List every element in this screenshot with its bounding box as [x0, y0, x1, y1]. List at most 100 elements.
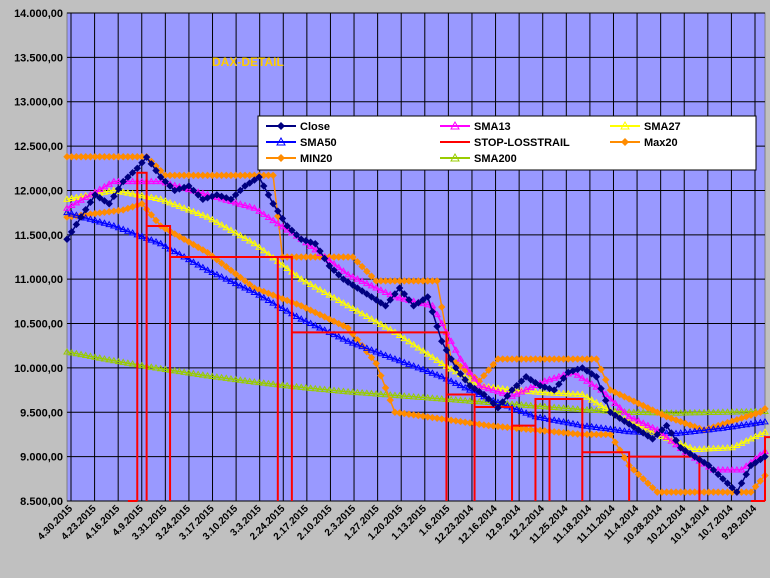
data-point — [630, 397, 638, 405]
data-point — [320, 288, 329, 295]
data-point — [414, 411, 423, 420]
data-point — [554, 389, 563, 396]
data-point — [194, 370, 203, 377]
data-point — [461, 383, 470, 391]
data-point — [526, 401, 535, 409]
data-point — [597, 424, 605, 431]
data-point — [330, 293, 338, 301]
data-point — [709, 408, 718, 415]
data-point — [714, 470, 722, 479]
data-point — [222, 223, 231, 231]
data-point — [550, 403, 559, 410]
data-point — [639, 408, 648, 416]
data-point — [465, 397, 474, 404]
data-point — [639, 475, 647, 483]
data-point — [381, 390, 390, 398]
data-point — [255, 207, 263, 214]
data-point — [334, 387, 343, 394]
data-point — [400, 334, 409, 342]
data-point — [470, 384, 479, 393]
data-point — [690, 408, 699, 416]
data-point — [362, 389, 371, 396]
data-point — [606, 386, 615, 394]
data-point — [602, 396, 610, 405]
data-point — [658, 429, 666, 437]
data-point — [648, 435, 657, 443]
data-point — [672, 440, 680, 448]
data-point — [184, 255, 193, 263]
data-point — [728, 422, 737, 430]
data-point — [91, 353, 99, 360]
series-close — [63, 153, 769, 496]
data-point — [170, 200, 179, 208]
data-point — [259, 210, 268, 217]
data-point — [545, 389, 554, 396]
data-point — [714, 444, 723, 451]
y-tick-label: 11.000,00 — [15, 274, 63, 286]
data-point — [606, 430, 615, 439]
data-point — [175, 367, 184, 375]
data-point — [718, 424, 727, 431]
data-point — [433, 322, 441, 331]
data-point — [339, 335, 348, 342]
series-max20 — [63, 153, 769, 434]
data-point — [751, 419, 760, 426]
data-point — [86, 198, 95, 206]
data-point — [344, 324, 352, 332]
data-point — [686, 408, 694, 416]
data-point — [395, 409, 404, 417]
data-point — [147, 236, 156, 243]
data-point — [358, 342, 367, 350]
y-tick-label: 13.500,00 — [14, 52, 63, 64]
data-point — [419, 365, 427, 373]
data-point — [667, 429, 676, 437]
data-point — [180, 235, 188, 243]
data-point — [456, 381, 465, 389]
data-point — [583, 405, 591, 413]
data-point — [733, 408, 741, 415]
data-point — [484, 395, 493, 403]
data-point — [709, 466, 718, 474]
data-point — [67, 209, 76, 217]
legend-label: SMA50 — [300, 137, 337, 149]
y-tick-label: 11.500,00 — [15, 230, 63, 242]
legend-label: MIN20 — [300, 153, 332, 165]
data-point — [367, 272, 376, 280]
data-point — [433, 414, 441, 422]
data-point — [634, 417, 643, 424]
data-point — [292, 312, 301, 319]
data-point — [409, 362, 418, 369]
data-point — [461, 418, 469, 426]
data-point — [105, 220, 114, 228]
data-point — [128, 190, 137, 197]
data-point — [461, 376, 469, 384]
data-point — [198, 211, 207, 218]
data-point — [203, 371, 212, 379]
data-point — [601, 390, 610, 398]
data-point — [297, 302, 305, 310]
data-point — [231, 279, 240, 287]
data-point — [761, 428, 769, 435]
data-point — [437, 394, 446, 402]
data-point — [536, 402, 545, 409]
legend-marker — [450, 120, 460, 130]
data-point — [695, 455, 704, 464]
data-point — [405, 337, 413, 345]
data-point — [718, 465, 727, 473]
data-point — [592, 423, 601, 430]
data-point — [381, 351, 390, 358]
data-point — [667, 414, 676, 423]
data-point — [376, 390, 385, 397]
data-point — [578, 364, 587, 372]
data-point — [540, 402, 549, 410]
data-point — [63, 235, 71, 243]
data-point — [63, 208, 71, 216]
data-point — [362, 344, 371, 351]
data-point — [611, 411, 619, 419]
data-point — [498, 389, 507, 396]
legend-marker — [277, 154, 285, 162]
data-point — [601, 404, 610, 411]
data-point — [522, 425, 530, 433]
data-point — [611, 425, 619, 433]
data-point — [292, 271, 301, 279]
